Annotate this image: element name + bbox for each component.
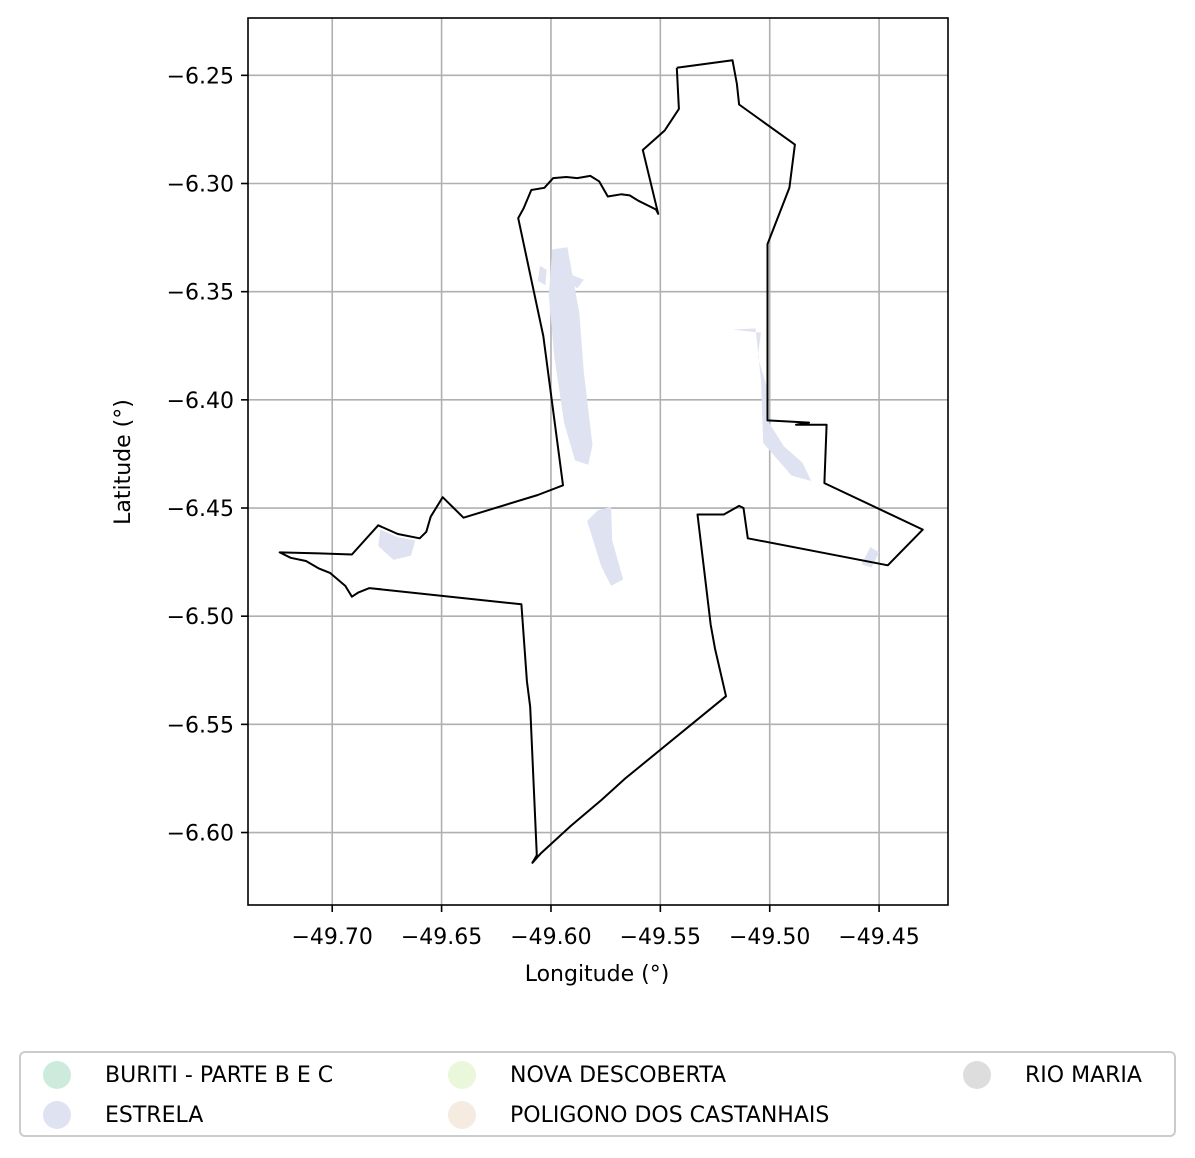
x-tick-label: −49.70	[292, 925, 373, 950]
y-tick-label: −6.30	[167, 173, 234, 198]
legend: BURITI - PARTE B E C ESTRELA NOVA DESCOB…	[19, 1051, 1176, 1137]
y-tick-label: −6.25	[167, 64, 234, 89]
legend-item-buriti: BURITI - PARTE B E C	[43, 1060, 333, 1090]
region-estrela	[378, 529, 416, 560]
region-estrela	[537, 265, 547, 286]
y-tick-label: −6.55	[167, 713, 234, 738]
x-axis-ticks: −49.70 −49.65 −49.60 −49.55 −49.50 −49.45	[292, 905, 920, 950]
legend-item-nova-descoberta: NOVA DESCOBERTA	[448, 1060, 726, 1090]
x-tick-label: −49.60	[510, 925, 591, 950]
region-estrela	[548, 247, 593, 465]
region-estrela	[732, 328, 812, 481]
legend-marker-icon	[448, 1101, 476, 1129]
regions	[378, 247, 880, 586]
boundary	[278, 59, 924, 864]
y-axis-ticks: −6.25 −6.30 −6.35 −6.40 −6.45 −6.50 −6.55 −6.60	[167, 64, 248, 847]
legend-label: POLIGONO DOS CASTANHAIS	[510, 1102, 830, 1128]
legend-marker-icon	[43, 1101, 71, 1129]
map-figure: −49.70 −49.65 −49.60 −49.55 −49.50 −49.45 −6.…	[111, 17, 949, 987]
legend-label: NOVA DESCOBERTA	[510, 1062, 727, 1088]
legend-label: RIO MARIA	[1025, 1062, 1142, 1088]
legend-label: ESTRELA	[105, 1102, 204, 1128]
y-axis-label: Latitude (°)	[111, 399, 136, 525]
region-estrela	[556, 271, 584, 289]
x-axis-label: Longitude (°)	[525, 962, 670, 987]
x-tick-label: −49.50	[729, 925, 810, 950]
legend-item-estrela: ESTRELA	[43, 1100, 203, 1130]
legend-marker-icon	[963, 1061, 991, 1089]
y-tick-label: −6.40	[167, 389, 234, 414]
y-tick-label: −6.45	[167, 497, 234, 522]
y-tick-label: −6.60	[167, 822, 234, 847]
x-tick-label: −49.45	[838, 925, 919, 950]
y-tick-label: −6.50	[167, 605, 234, 630]
legend-marker-icon	[43, 1061, 71, 1089]
legend-marker-icon	[448, 1061, 476, 1089]
grid	[248, 18, 948, 905]
y-tick-label: −6.35	[167, 281, 234, 306]
region-estrela	[587, 506, 624, 586]
legend-item-rio-maria: RIO MARIA	[963, 1060, 1142, 1090]
plot-frame	[247, 17, 949, 906]
x-tick-label: −49.55	[620, 925, 701, 950]
x-tick-label: −49.65	[401, 925, 482, 950]
legend-item-poligono-dos-castanhais: POLIGONO DOS CASTANHAIS	[448, 1100, 829, 1130]
region-estrela	[861, 547, 880, 568]
municipality-boundary	[278, 59, 924, 864]
legend-label: BURITI - PARTE B E C	[105, 1062, 334, 1088]
